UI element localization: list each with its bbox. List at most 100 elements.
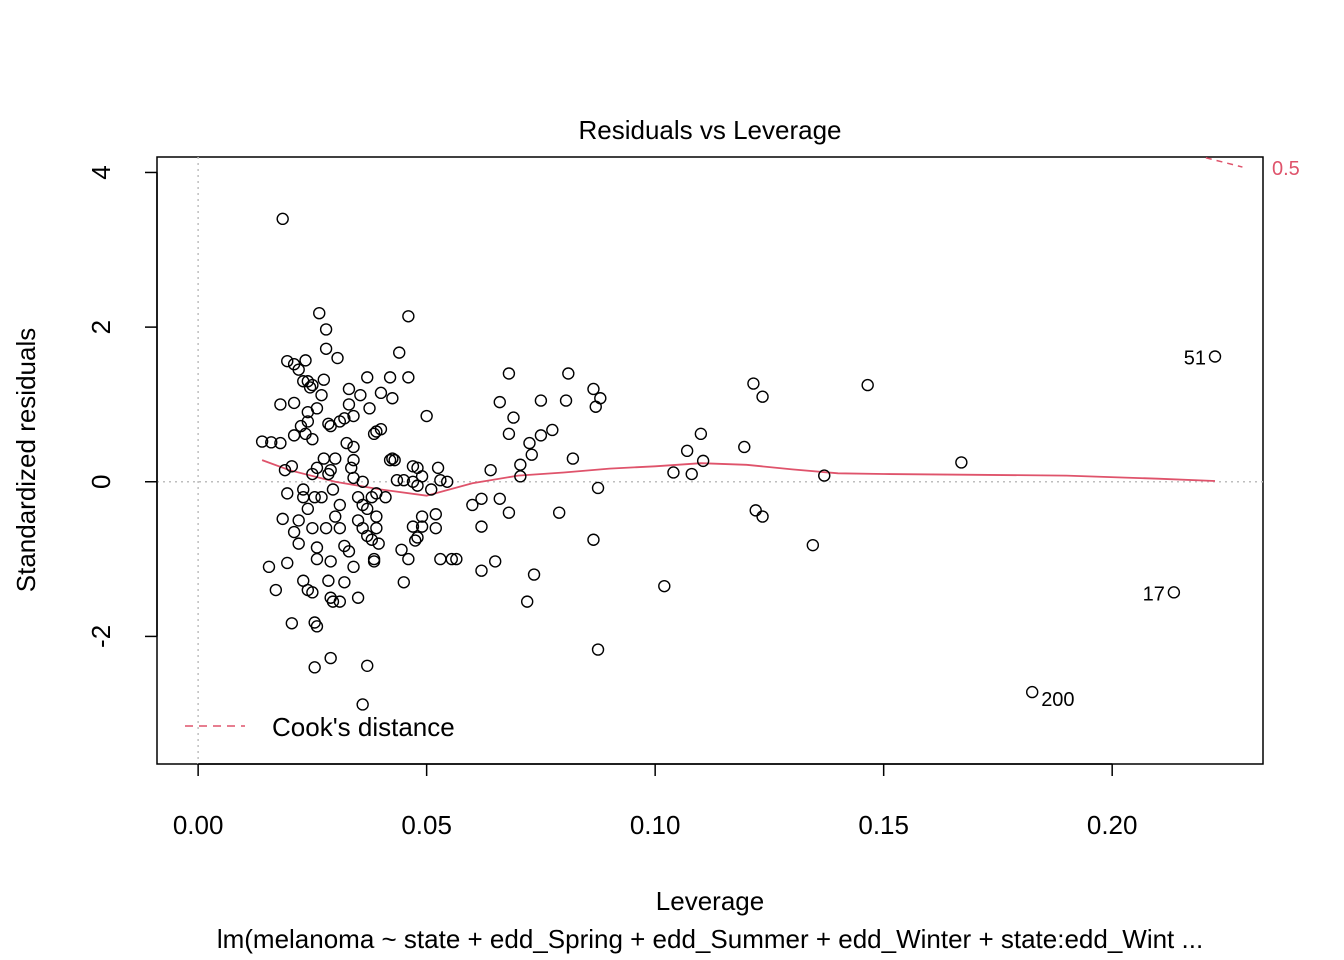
- plot-frame: [156, 156, 1264, 765]
- data-point: [322, 467, 335, 481]
- data-point: [658, 579, 671, 593]
- data-point: [1167, 586, 1181, 599]
- data-point: [406, 520, 420, 533]
- data-point: [680, 444, 694, 458]
- data-point: [342, 545, 356, 558]
- cooks-contour-label: 0.5: [1272, 158, 1300, 180]
- y-tick-label: 2: [86, 320, 116, 334]
- data-point: [306, 467, 319, 481]
- data-point: [324, 555, 337, 568]
- data-point: [301, 415, 315, 428]
- data-point: [475, 564, 488, 577]
- data-point: [520, 595, 534, 608]
- data-point: [415, 510, 429, 523]
- data-point: [281, 354, 294, 368]
- x-tick-label: 0.00: [173, 810, 224, 840]
- data-point: [306, 521, 319, 535]
- data-point: [397, 576, 410, 589]
- data-point: [262, 560, 276, 574]
- data-point: [345, 461, 358, 475]
- data-point: [361, 659, 374, 672]
- data-point: [310, 620, 324, 633]
- data-point: [315, 491, 328, 504]
- data-point: [287, 396, 301, 410]
- legend-label: Cook's distance: [272, 712, 455, 742]
- data-points: [255, 212, 1222, 711]
- data-point: [434, 474, 447, 487]
- data-point: [297, 491, 310, 504]
- data-point: [429, 508, 442, 521]
- data-point: [527, 568, 541, 581]
- data-point: [484, 463, 497, 477]
- data-point: [415, 520, 429, 533]
- data-point: [694, 427, 708, 441]
- data-point: [329, 452, 342, 465]
- chart-subtitle: lm(melanoma ~ state + edd_Spring + edd_S…: [217, 924, 1203, 954]
- data-point: [326, 483, 340, 496]
- data-point: [370, 521, 383, 535]
- data-point: [356, 475, 369, 488]
- data-point: [292, 537, 305, 550]
- data-point: [351, 591, 365, 604]
- data-point: [514, 470, 527, 483]
- data-point: [322, 417, 335, 430]
- data-point: [445, 552, 458, 566]
- data-point: [587, 533, 600, 546]
- data-point: [285, 617, 299, 630]
- data-point: [390, 474, 404, 487]
- data-point: [340, 436, 353, 450]
- data-point: [546, 423, 559, 437]
- data-point: [386, 452, 399, 465]
- data-point: [756, 510, 769, 523]
- data-point: [415, 470, 429, 483]
- data-point: [308, 491, 321, 504]
- data-point: [393, 346, 406, 359]
- data-point: [402, 552, 415, 566]
- y-tick-label: -2: [86, 625, 116, 648]
- data-point: [434, 552, 447, 566]
- data-point: [265, 436, 278, 449]
- data-point: [342, 382, 356, 396]
- x-tick-label: 0.20: [1087, 810, 1138, 840]
- legend: Cook's distance: [185, 712, 455, 742]
- x-tick-label: 0.15: [858, 810, 909, 840]
- y-axis: -2 0 2 4: [86, 165, 158, 648]
- y-tick-label: 4: [86, 165, 116, 179]
- data-point: [363, 402, 376, 415]
- data-point: [326, 595, 340, 608]
- data-point: [507, 411, 520, 424]
- data-point: [338, 412, 351, 425]
- x-axis: 0.00 0.05 0.10 0.15 0.20: [173, 763, 1138, 840]
- data-point: [287, 429, 301, 442]
- data-point: [525, 448, 538, 461]
- data-point: [374, 386, 388, 400]
- data-point: [534, 429, 548, 442]
- data-point: [594, 392, 607, 405]
- data-point: [493, 395, 506, 409]
- data-point: [475, 492, 488, 505]
- data-point: [338, 576, 351, 589]
- data-point: [365, 533, 379, 546]
- data-point: [566, 452, 580, 465]
- data-point: [274, 436, 287, 450]
- data-point: [255, 435, 269, 448]
- reference-lines: [157, 157, 1263, 764]
- data-point: [861, 378, 874, 392]
- data-point: [278, 463, 292, 477]
- data-point: [450, 552, 463, 566]
- data-point: [383, 371, 397, 384]
- data-point: [806, 538, 820, 552]
- data-point: [372, 537, 385, 550]
- data-point: [749, 504, 762, 517]
- data-point: [347, 440, 360, 454]
- data-point: [514, 458, 527, 471]
- data-point: [1208, 350, 1222, 363]
- data-point: [322, 574, 335, 587]
- data-point: [747, 377, 760, 390]
- data-point: [342, 398, 356, 411]
- data-point: [1026, 685, 1039, 699]
- data-point: [308, 661, 321, 674]
- data-point: [685, 467, 698, 481]
- data-point: [559, 394, 573, 407]
- data-point: [347, 453, 360, 467]
